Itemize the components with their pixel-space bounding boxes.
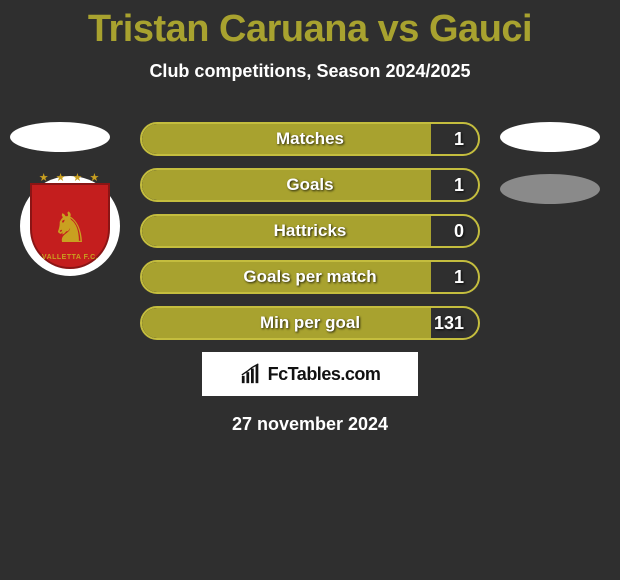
- brand-box: FcTables.com: [202, 352, 418, 396]
- page-title: Tristan Caruana vs Gauci: [0, 0, 620, 51]
- stat-bar-row: Min per goal131: [140, 306, 480, 340]
- stat-bar-label: Hattricks: [142, 216, 478, 246]
- stat-bar-label: Min per goal: [142, 308, 478, 338]
- comparison-content: ★ ★ ★ ★ ♞ VALLETTA F.C. Matches1Goals1Ha…: [0, 122, 620, 435]
- brand-chart-icon: [240, 363, 262, 385]
- player-photo-placeholder-right-2: [500, 174, 600, 204]
- club-badge-lion-icon: ♞: [51, 207, 89, 249]
- stat-bar-label: Goals per match: [142, 262, 478, 292]
- club-badge-shield: ★ ★ ★ ★ ♞ VALLETTA F.C.: [30, 183, 110, 269]
- stat-bar-label: Matches: [142, 124, 478, 154]
- player-photo-placeholder-left: [10, 122, 110, 152]
- subtitle: Club competitions, Season 2024/2025: [0, 61, 620, 82]
- stat-bar-row: Goals per match1: [140, 260, 480, 294]
- stat-bar-value: 1: [454, 170, 464, 200]
- stat-bar-value: 0: [454, 216, 464, 246]
- stat-bar-value: 1: [454, 262, 464, 292]
- stats-bars: Matches1Goals1Hattricks0Goals per match1…: [140, 122, 480, 340]
- club-badge-text: VALLETTA F.C.: [42, 254, 98, 261]
- stat-bar-row: Hattricks0: [140, 214, 480, 248]
- stat-bar-value: 131: [434, 308, 464, 338]
- stat-bar-row: Goals1: [140, 168, 480, 202]
- stat-bar-row: Matches1: [140, 122, 480, 156]
- brand-label: FcTables.com: [268, 364, 381, 385]
- club-badge-left: ★ ★ ★ ★ ♞ VALLETTA F.C.: [20, 176, 120, 276]
- date-label: 27 november 2024: [0, 414, 620, 435]
- stat-bar-label: Goals: [142, 170, 478, 200]
- stat-bar-value: 1: [454, 124, 464, 154]
- player-photo-placeholder-right-1: [500, 122, 600, 152]
- club-badge-stars: ★ ★ ★ ★: [32, 171, 108, 184]
